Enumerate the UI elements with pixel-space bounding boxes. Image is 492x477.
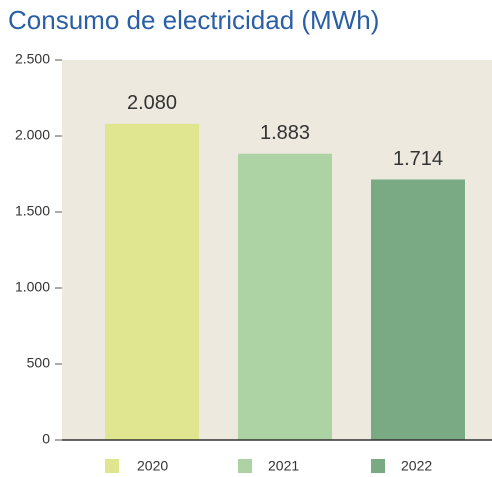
y-tick-label: 2.500 [15,51,50,67]
legend-label: 2022 [401,458,432,474]
y-tick-label: 500 [27,355,51,371]
y-tick-label: 1.000 [15,279,50,295]
chart-title: Consumo de electricidad (MWh) [8,5,379,35]
legend-label: 2021 [268,458,299,474]
value-label: 2.080 [127,92,177,114]
bar [371,179,465,441]
bar [105,123,199,440]
legend-label: 2020 [137,458,168,474]
value-label: 1.883 [260,122,310,144]
legend-swatch [371,459,385,473]
y-tick-label: 2.000 [15,127,50,143]
legend-swatch [238,459,252,473]
value-label: 1.714 [393,148,443,170]
y-tick-label: 1.500 [15,203,50,219]
bar [238,153,332,440]
legend-swatch [105,459,119,473]
y-tick-label: 0 [42,431,50,447]
